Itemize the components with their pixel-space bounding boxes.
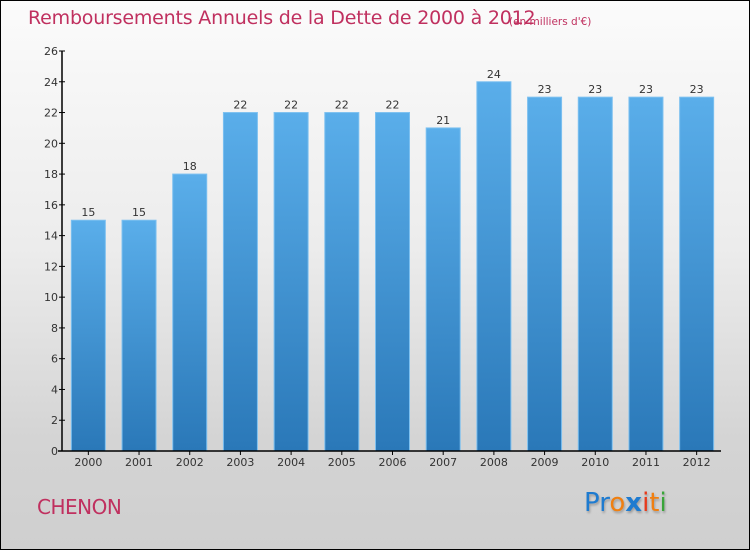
bars-group: 15 15 18 22 22 22 22 21 24 23 23 23 23 — [70, 68, 715, 452]
x-tick-label: 2008 — [480, 456, 508, 469]
place-name: CHENON — [37, 495, 122, 519]
y-tick-label: 4 — [51, 383, 58, 396]
x-tick-label: 2006 — [379, 456, 407, 469]
x-tick-label: 2003 — [226, 456, 254, 469]
bar-2007 — [425, 127, 461, 452]
data-label-2002: 18 — [183, 160, 197, 173]
logo-letter: r — [599, 488, 610, 518]
data-label-2007: 21 — [436, 114, 450, 127]
bar-2004 — [273, 112, 309, 452]
bar-2002 — [172, 173, 208, 452]
x-tick-label: 2000 — [74, 456, 102, 469]
logo-letter: i — [659, 488, 667, 518]
proxiti-logo[interactable]: Proxiti — [584, 488, 667, 518]
bar-2011 — [628, 96, 664, 452]
data-label-2001: 15 — [132, 206, 146, 219]
x-tick-label: 2009 — [531, 456, 559, 469]
bar-2003 — [222, 112, 258, 452]
x-tick-label: 2011 — [632, 456, 660, 469]
data-label-2004: 22 — [284, 99, 298, 112]
y-tick-label: 16 — [44, 199, 58, 212]
y-tick-label: 2 — [51, 414, 58, 427]
axes-group: 2000 2001 2002 2003 2004 2005 2006 2007 2008 2009… — [44, 45, 721, 469]
data-label-2011: 23 — [639, 83, 653, 96]
y-tick-label: 10 — [44, 291, 58, 304]
data-label-2010: 23 — [588, 83, 602, 96]
x-tick-label: 2007 — [429, 456, 457, 469]
data-label-2012: 23 — [690, 83, 704, 96]
y-tick-label: 12 — [44, 260, 58, 273]
logo-letter: t — [649, 488, 660, 518]
x-tick-label: 2004 — [277, 456, 305, 469]
data-label-2008: 24 — [487, 68, 501, 81]
y-tick-label: 6 — [51, 353, 58, 366]
data-label-2003: 22 — [233, 99, 247, 112]
bar-2005 — [324, 112, 360, 452]
x-tick-label: 2012 — [683, 456, 711, 469]
x-tick-label: 2001 — [125, 456, 153, 469]
data-label-2000: 15 — [81, 206, 95, 219]
logo-letter: o — [609, 488, 626, 518]
y-tick-label: 18 — [44, 168, 58, 181]
y-tick-label: 26 — [44, 45, 58, 58]
bar-2006 — [375, 112, 410, 452]
y-tick-label: 20 — [44, 137, 58, 150]
chart-title: Remboursements Annuels de la Dette de 20… — [28, 7, 536, 29]
x-tick-label: 2002 — [176, 456, 204, 469]
bar-2012 — [679, 96, 715, 452]
y-tick-label: 0 — [51, 445, 58, 458]
data-label-2005: 22 — [335, 99, 349, 112]
bar-2001 — [121, 219, 157, 452]
chart-subtitle: (en milliers d'€) — [509, 16, 592, 28]
logo-letter: i — [642, 488, 650, 518]
bar-2009 — [527, 96, 563, 452]
x-tick-label: 2010 — [581, 456, 609, 469]
logo-letter: P — [584, 488, 600, 518]
y-tick-label: 8 — [51, 322, 58, 335]
data-label-2009: 23 — [538, 83, 552, 96]
y-tick-label: 24 — [44, 76, 58, 89]
logo-letter: x — [625, 488, 643, 518]
x-tick-label: 2005 — [328, 456, 356, 469]
data-label-2006: 22 — [386, 99, 400, 112]
bar-2010 — [577, 96, 613, 452]
bar-2008 — [476, 81, 512, 452]
bar-2000 — [70, 219, 106, 452]
y-tick-label: 14 — [44, 230, 58, 243]
y-tick-label: 22 — [44, 107, 58, 120]
